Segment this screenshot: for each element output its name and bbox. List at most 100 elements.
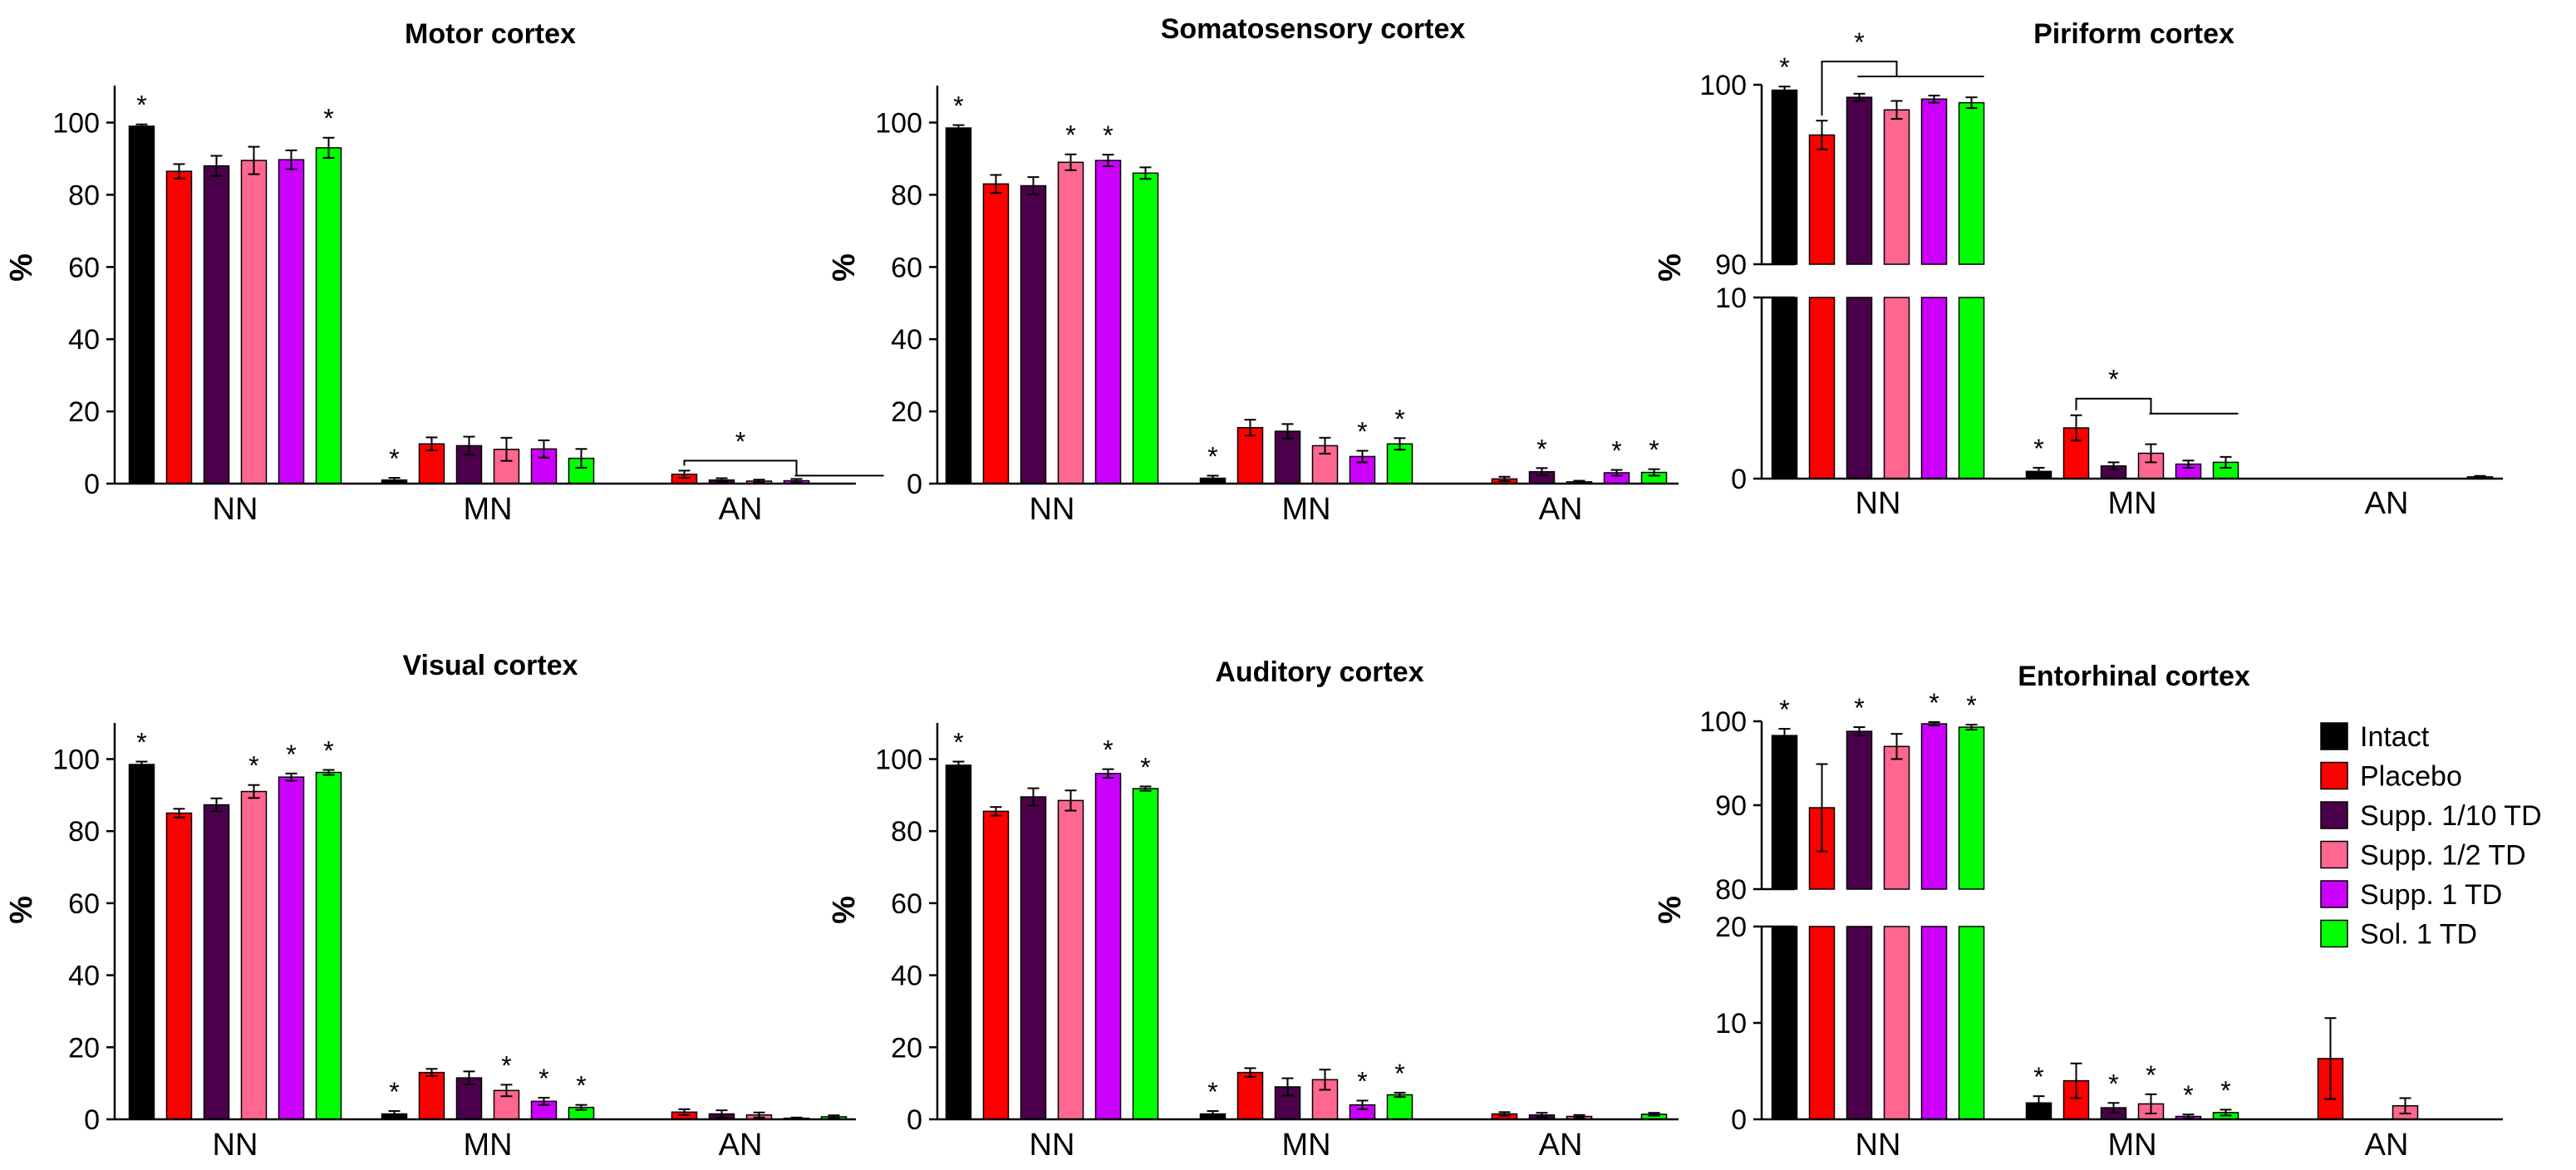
panel-title: Piriform cortex [2033, 18, 2234, 50]
bar-nn-supp-1-td-lower [1920, 926, 1948, 1120]
category-label-mn: MN [1281, 1128, 1330, 1163]
significance-star: * [1649, 435, 1659, 465]
bar-nn-supp-1-2-td-lower [1883, 297, 1910, 479]
significance-star: * [953, 728, 963, 758]
significance-star: * [735, 426, 745, 456]
bar-nn-supp-1-td-upper [1920, 98, 1948, 265]
category-label-mn: MN [1281, 492, 1330, 527]
legend-swatch-supp-1-10-td [2320, 801, 2348, 829]
significance-star: * [1394, 404, 1404, 434]
significance-bracket [2075, 397, 2152, 414]
bar-nn-intact [945, 127, 972, 484]
y-tick-label: 20 [1715, 912, 1747, 943]
legend-label-sol-1-td: Sol. 1 TD [2360, 919, 2477, 951]
bar-nn-supp-1-10-td [1020, 184, 1047, 484]
y-tick-label: 90 [1715, 790, 1747, 822]
y-tick-label: 80 [1715, 874, 1747, 906]
category-label-an: AN [1539, 1128, 1583, 1163]
bar-nn-supp-1-10-td-lower [1846, 926, 1873, 1120]
category-label-mn: MN [2107, 486, 2156, 521]
significance-star: * [323, 736, 333, 766]
bar-nn-intact-lower [1771, 926, 1798, 1120]
y-tick-label: 100 [875, 745, 922, 776]
y-axis-label: % [1653, 253, 1688, 282]
y-axis-label: % [1653, 896, 1688, 924]
y-tick-label: 20 [68, 1032, 100, 1064]
significance-star: * [576, 1071, 586, 1101]
category-label-an: AN [1539, 492, 1583, 527]
y-tick-label: 40 [68, 961, 100, 992]
bar-nn-supp-1-10-td [1020, 796, 1047, 1120]
bar-nn-sol-1-td [1132, 788, 1159, 1120]
bar-nn-supp-1-10-td-lower [1846, 297, 1873, 479]
panel-title: Entorhinal cortex [2018, 661, 2250, 692]
significance-star: * [2108, 365, 2118, 395]
significance-star: * [389, 1077, 399, 1107]
bar-nn-supp-1-td-upper [1920, 723, 1948, 890]
bar-nn-placebo [982, 810, 1010, 1120]
y-tick-label: 80 [68, 816, 100, 848]
bar-nn-sol-1-td [315, 771, 342, 1120]
bar-nn-intact-upper [1771, 735, 1798, 890]
bar-nn-placebo-lower [1808, 926, 1836, 1120]
panel-auditory-cortex: Auditory cortex% * * * * * * 0 20 40 60 80 100 NN MN AN [827, 656, 1679, 1163]
category-label-nn: NN [213, 492, 258, 527]
panel-visual-cortex: Visual cortex% * * * * * * * * 0 20 40 60 80 100 NN MN AN [4, 650, 856, 1163]
significance-bracket [683, 460, 798, 476]
y-tick-label: 0 [1731, 464, 1747, 495]
significance-star: * [1357, 1066, 1367, 1096]
bar-nn-supp-1-2-td-upper [1883, 745, 1910, 890]
y-tick-label: 90 [1715, 249, 1747, 281]
panel-title: Motor cortex [405, 18, 576, 50]
legend-swatch-intact [2320, 722, 2348, 750]
category-label-nn: NN [213, 1128, 258, 1163]
bar-nn-sol-1-td [1132, 172, 1159, 484]
bar-nn-supp-1-td [278, 776, 305, 1120]
y-axis-label: % [4, 896, 39, 924]
category-label-nn: NN [1856, 1128, 1901, 1163]
y-tick-label: 40 [891, 961, 922, 992]
significance-star: * [2033, 1062, 2043, 1092]
category-label-an: AN [2365, 486, 2409, 521]
panel-entorhinal-cortex: Entorhinal cortex% * * * * * * * * * 80 90 100 0 10 20 N… [1653, 661, 2503, 1163]
significance-star: * [1779, 695, 1789, 725]
bar-nn-intact [128, 764, 155, 1120]
bar-nn-placebo [165, 170, 193, 484]
bar-nn-supp-1-2-td [240, 160, 268, 484]
y-axis-label: % [827, 253, 862, 282]
bar-nn-supp-1-td-lower [1920, 297, 1948, 479]
significance-star: * [501, 1050, 511, 1080]
category-label-an: AN [2365, 1128, 2409, 1163]
panel-title: Visual cortex [402, 650, 578, 681]
bar-nn-sol-1-td [315, 147, 342, 484]
bar-nn-supp-1-10-td-upper [1846, 730, 1873, 890]
legend-label-placebo: Placebo [2360, 761, 2462, 793]
bar-nn-sol-1-td-upper [1958, 101, 1985, 265]
bar-nn-sol-1-td-upper [1958, 726, 1985, 890]
bar-nn-sol-1-td-lower [1958, 297, 1985, 479]
category-label-nn: NN [1030, 1128, 1075, 1163]
y-tick-label: 0 [1731, 1104, 1747, 1136]
y-tick-label: 100 [1699, 706, 1747, 738]
significance-star: * [1357, 416, 1367, 446]
y-tick-label: 20 [891, 1032, 922, 1064]
significance-star: * [1140, 752, 1150, 782]
significance-star: * [953, 91, 963, 121]
bar-nn-placebo [165, 812, 193, 1120]
bar-mn-placebo [418, 1071, 445, 1120]
significance-star: * [323, 104, 333, 134]
legend: Intact Placebo Supp. 1/10 TD Supp. 1/2 TD Su… [2320, 721, 2542, 951]
significance-star: * [136, 728, 146, 758]
y-tick-label: 20 [891, 396, 922, 428]
bar-nn-intact [128, 125, 155, 484]
bar-nn-supp-1-10-td-upper [1846, 96, 1873, 265]
significance-star: * [1779, 52, 1789, 82]
significance-star: * [248, 751, 258, 781]
significance-star: * [1966, 691, 1976, 720]
legend-swatch-supp-1-2-td [2320, 840, 2348, 869]
significance-star: * [1103, 120, 1113, 150]
significance-star: * [1854, 693, 1864, 723]
y-tick-label: 0 [84, 469, 100, 500]
bar-nn-supp-1-td [1094, 160, 1122, 484]
